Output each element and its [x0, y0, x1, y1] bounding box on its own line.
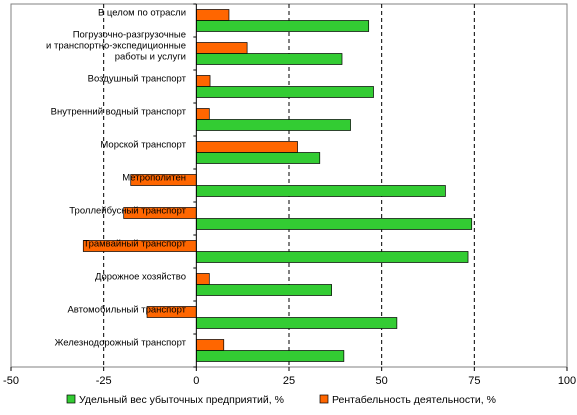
x-tick-label: -50 — [3, 375, 19, 387]
category-label: Метрополитен — [122, 173, 186, 184]
x-tick-label: 0 — [193, 375, 199, 387]
bar-profitability — [195, 75, 211, 87]
x-tick-label: 50 — [376, 375, 388, 387]
bar-unprofitable-share — [195, 218, 473, 230]
grid-lines — [103, 4, 475, 367]
bar-unprofitable-share — [195, 350, 345, 362]
category-label: Внутренний водный транспорт — [51, 107, 187, 118]
bar-profitability — [195, 42, 248, 54]
legend: Удельный вес убыточных предприятий, % Рен… — [66, 394, 496, 406]
legend-swatch — [66, 394, 76, 404]
bar-unprofitable-share — [195, 185, 446, 197]
x-tick-label: 100 — [558, 375, 576, 387]
legend-label: Рентабельность деятельности, % — [332, 394, 496, 406]
category-label: и транспортно-экспедиционные — [46, 41, 186, 52]
bar-unprofitable-share — [195, 317, 398, 329]
x-tick-label: -25 — [96, 375, 112, 387]
bar-unprofitable-share — [195, 20, 370, 32]
category-label: Дорожное хозяйство — [95, 272, 186, 283]
bars — [82, 3, 473, 368]
category-label: работы и услуги — [115, 52, 186, 63]
bar-unprofitable-share — [195, 152, 321, 164]
category-label: Погрузочно-разгрузочные — [73, 30, 186, 41]
bar-unprofitable-share — [195, 284, 332, 296]
legend-swatch — [319, 394, 329, 404]
category-label: Морской транспорт — [100, 140, 186, 151]
bar-unprofitable-share — [195, 53, 343, 65]
category-label: В целом по отрасли — [98, 8, 186, 19]
bar-unprofitable-share — [195, 119, 351, 131]
bar-profitability — [195, 141, 298, 153]
category-label: Автомобильный транспорт — [67, 305, 186, 316]
bar-profitability — [195, 339, 225, 351]
bar-unprofitable-share — [195, 86, 374, 98]
category-label: Трамвайный транспорт — [83, 239, 186, 250]
legend-label: Удельный вес убыточных предприятий, % — [79, 394, 284, 406]
x-tick-label: 25 — [283, 375, 295, 387]
category-label: Троллейбусный транспорт — [69, 206, 186, 217]
bar-profitability — [195, 108, 210, 120]
bar-profitability — [195, 9, 230, 21]
category-label: Воздушный транспорт — [88, 74, 187, 85]
bar-profitability — [195, 273, 210, 285]
bar-unprofitable-share — [195, 251, 469, 263]
category-label: Железнодорожный транспорт — [55, 338, 187, 349]
x-tick-label: 75 — [468, 375, 480, 387]
category-labels: В целом по отрасли Погрузочно-разгрузочны… — [46, 8, 187, 349]
x-axis-ticks: -50 -25 0 25 50 75 100 — [3, 367, 576, 387]
